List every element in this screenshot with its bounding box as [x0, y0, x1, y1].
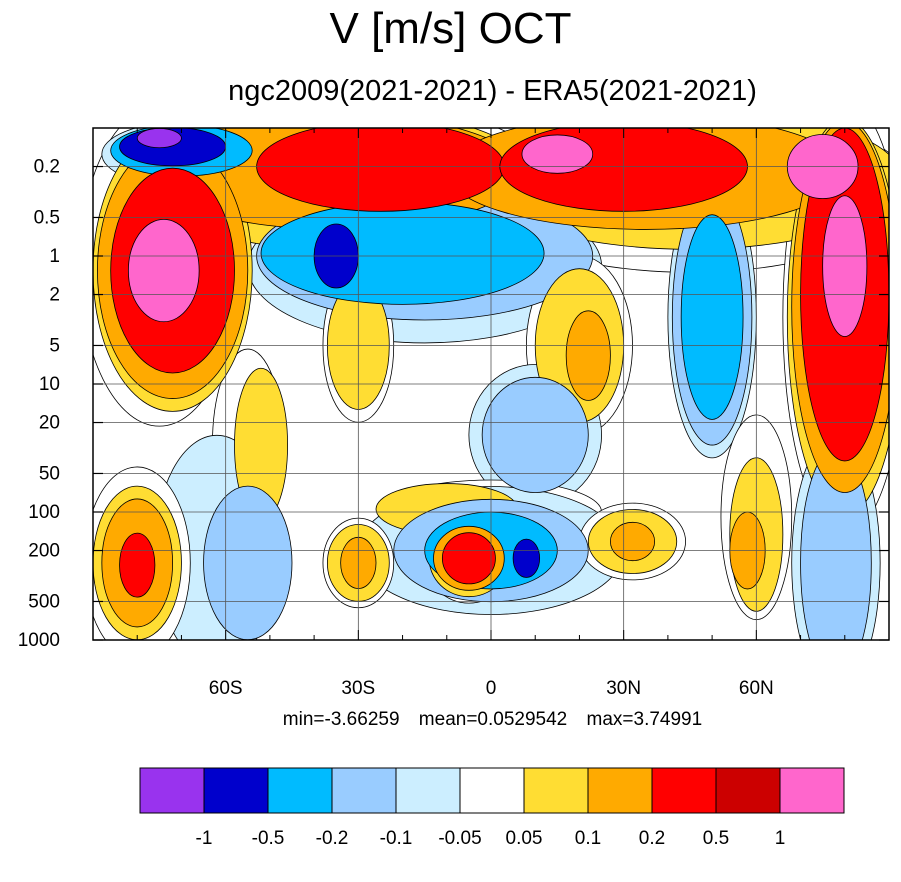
colorbar-box: [267, 767, 333, 814]
colorbar-label: 0.2: [639, 828, 665, 849]
contour-region: [441, 532, 496, 585]
colorbar-box: [459, 767, 525, 814]
contour-region: [203, 485, 293, 640]
y-tick-label: 500: [28, 591, 60, 612]
colorbar-box: [779, 767, 845, 814]
colorbar-box: [587, 767, 653, 814]
colorbar-label: -0.5: [252, 828, 285, 849]
contour-region: [512, 538, 541, 578]
x-tick-label: 60N: [739, 678, 774, 699]
colorbar-label: 0.05: [506, 828, 543, 849]
stat-mean: mean=0.0529542: [418, 709, 568, 730]
x-tick-label: 60S: [209, 678, 243, 699]
chart-subtitle: ngc2009(2021-2021) - ERA5(2021-2021): [228, 75, 757, 107]
y-tick-label: 200: [28, 541, 60, 562]
contour-region: [119, 532, 156, 598]
chart-title: V [m/s] OCT: [329, 4, 572, 53]
stat-max: max=3.74991: [586, 709, 703, 730]
y-axis: 0.2 0.5 1 2 5 10 20 50 100 200 500 1000: [18, 157, 889, 651]
y-tick-label: 1000: [18, 630, 60, 651]
colorbar-box: [715, 767, 781, 814]
colorbar-label: -1: [196, 828, 213, 849]
contour-region: [136, 128, 182, 149]
contour-region: [565, 310, 611, 401]
colorbar-label: -0.05: [438, 828, 481, 849]
y-tick-label: 50: [39, 463, 60, 484]
contour-region: [680, 214, 744, 420]
y-tick-label: 1: [49, 246, 60, 267]
x-axis: 60S 30S 0 30N 60N: [209, 678, 774, 699]
x-tick-label: 0: [486, 678, 497, 699]
contour-region: [610, 521, 656, 562]
y-tick-label: 0.5: [34, 207, 60, 228]
contour-region: [822, 195, 868, 337]
contour-region: [521, 134, 594, 174]
contour-region: [127, 218, 200, 323]
stat-min: min=-3.66259: [282, 709, 400, 730]
colorbar-label: -0.1: [380, 828, 413, 849]
x-tick-label: 30S: [341, 678, 375, 699]
colorbar-label: 0.1: [575, 828, 601, 849]
grid-lines: [93, 128, 889, 641]
colorbar-box: [139, 767, 205, 814]
colorbar-label: -0.2: [316, 828, 349, 849]
colorbar-box: [331, 767, 397, 814]
y-tick-label: 0.2: [34, 157, 60, 178]
colorbar-label: 0.5: [703, 828, 729, 849]
y-tick-label: 2: [49, 285, 60, 306]
colorbar-box: [651, 767, 717, 814]
stats-line: min=-3.66259 mean=0.0529542 max=3.74991: [0, 708, 901, 732]
colorbar-box: [523, 767, 589, 814]
y-tick-label: 10: [39, 374, 60, 395]
colorbar-box: [395, 767, 461, 814]
y-tick-label: 100: [28, 502, 60, 523]
y-tick-label: 5: [49, 335, 60, 356]
x-tick-label: 30N: [606, 678, 641, 699]
contour-region: [481, 376, 589, 493]
colorbar-label: 1: [775, 828, 786, 849]
y-tick-label: 20: [39, 413, 60, 434]
colorbar-box: [203, 767, 269, 814]
colorbar: -1 -0.5 -0.2 -0.1 -0.05 0.05 0.1 0.2 0.5 1: [139, 767, 845, 849]
